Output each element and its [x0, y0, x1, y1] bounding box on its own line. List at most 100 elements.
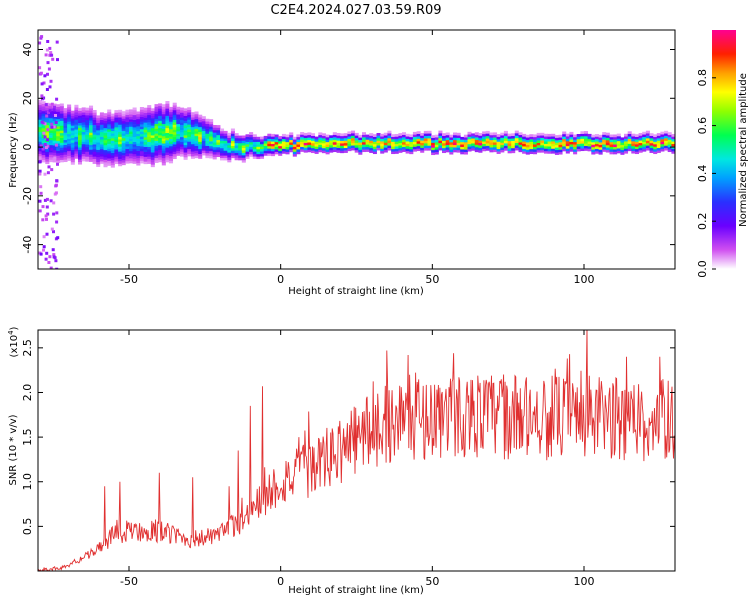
heatmap-cell: [296, 144, 300, 147]
heatmap-cell: [417, 131, 421, 134]
heatmap-cell: [519, 147, 523, 150]
heatmap-cell: [489, 135, 493, 138]
heatmap-cell: [114, 110, 118, 113]
heatmap-cell: [271, 146, 275, 149]
heatmap-cell: [60, 140, 64, 143]
heatmap-cell: [668, 135, 672, 138]
heatmap-cell: [278, 146, 282, 149]
heatmap-cell: [362, 132, 366, 135]
heatmap-cell: [475, 145, 479, 148]
heatmap-cell: [78, 147, 82, 150]
heatmap-cell: [71, 123, 75, 126]
heatmap-cell: [195, 136, 199, 139]
heatmap-cell: [56, 136, 60, 139]
heatmap-cell: [82, 154, 86, 157]
heatmap-cell: [151, 118, 155, 121]
heatmap-cell: [522, 149, 526, 152]
heatmap-cell: [508, 134, 512, 137]
heatmap-cell: [176, 139, 180, 142]
heatmap-cell: [133, 149, 137, 152]
spectrogram-x-label: Height of straight line (km): [288, 286, 424, 297]
heatmap-cell: [216, 140, 220, 143]
heatmap-cell: [78, 108, 82, 111]
heatmap-cell: [220, 158, 224, 161]
heatmap-cell: [482, 139, 486, 142]
heatmap-cell: [318, 145, 322, 148]
heatmap-cell: [628, 148, 632, 151]
heatmap-cell: [122, 160, 126, 163]
heatmap-cell: [278, 148, 282, 151]
heatmap-cell: [195, 141, 199, 144]
heatmap-cell: [315, 151, 319, 154]
heatmap-cell: [508, 136, 512, 139]
heatmap-cell: [602, 137, 606, 140]
heatmap-cell: [559, 145, 563, 148]
heatmap-cell: [333, 142, 337, 145]
heatmap-cell: [420, 135, 424, 138]
heatmap-cell: [93, 132, 97, 135]
heatmap-cell: [122, 133, 126, 136]
heatmap-cell: [180, 137, 184, 140]
heatmap-cell: [118, 112, 122, 115]
heatmap-cell: [155, 121, 159, 124]
heatmap-cell: [162, 155, 166, 158]
heatmap-cell: [267, 136, 271, 139]
heatmap-cell: [486, 131, 490, 134]
heatmap-cell: [71, 150, 75, 153]
heatmap-cell: [67, 107, 71, 110]
heatmap-cell: [522, 134, 526, 137]
heatmap-cell: [478, 135, 482, 138]
heatmap-cell: [169, 119, 173, 122]
heatmap-cell: [129, 114, 133, 117]
heatmap-cell: [180, 130, 184, 133]
heatmap-cell: [668, 137, 672, 140]
heatmap-cell: [482, 134, 486, 137]
heatmap-cell: [74, 156, 78, 159]
heatmap-cell: [96, 147, 100, 150]
heatmap-cell: [125, 151, 129, 154]
heatmap-cell: [85, 132, 89, 135]
heatmap-cell: [125, 149, 129, 152]
heatmap-cell: [74, 137, 78, 140]
heatmap-cell: [584, 138, 588, 141]
heatmap-cell: [78, 118, 82, 121]
heatmap-noise: [45, 53, 48, 56]
heatmap-cell: [60, 157, 64, 160]
heatmap-cell: [300, 137, 304, 140]
heatmap-cell: [67, 114, 71, 117]
heatmap-cell: [508, 151, 512, 154]
heatmap-cell: [45, 154, 49, 157]
heatmap-cell: [322, 138, 326, 141]
heatmap-cell: [464, 152, 468, 155]
heatmap-cell: [402, 137, 406, 140]
heatmap-cell: [173, 137, 177, 140]
heatmap-cell: [573, 149, 577, 152]
heatmap-noise: [48, 68, 51, 71]
heatmap-cell: [551, 141, 555, 144]
heatmap-cell: [457, 143, 461, 146]
heatmap-cell: [246, 137, 250, 140]
heatmap-cell: [184, 142, 188, 145]
heatmap-noise: [46, 73, 49, 76]
heatmap-cell: [326, 147, 330, 150]
heatmap-cell: [195, 121, 199, 124]
heatmap-cell: [209, 131, 213, 134]
heatmap-cell: [78, 130, 82, 133]
snr-x-tick-label: 0: [277, 575, 284, 588]
heatmap-cell: [380, 144, 384, 147]
heatmap-cell: [144, 152, 148, 155]
heatmap-cell: [162, 124, 166, 127]
heatmap-cell: [573, 144, 577, 147]
heatmap-cell: [100, 156, 104, 159]
heatmap-cell: [89, 154, 93, 157]
heatmap-noise: [45, 258, 48, 261]
heatmap-cell: [508, 146, 512, 149]
heatmap-cell: [125, 127, 129, 130]
heatmap-cell: [114, 161, 118, 164]
heatmap-cell: [275, 137, 279, 140]
heatmap-cell: [144, 154, 148, 157]
heatmap-cell: [613, 137, 617, 140]
heatmap-noise: [46, 198, 49, 201]
heatmap-cell: [457, 145, 461, 148]
heatmap-cell: [129, 144, 133, 147]
